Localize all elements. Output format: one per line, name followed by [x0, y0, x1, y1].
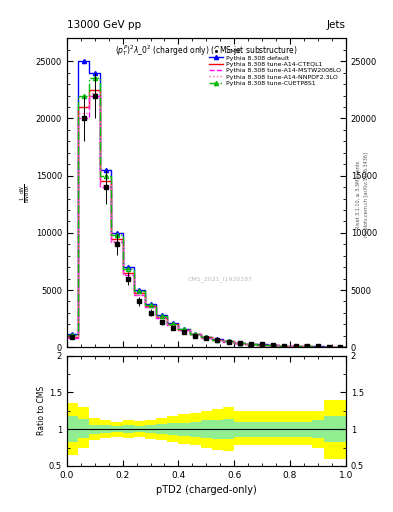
Text: $(p_T^P)^2\lambda\_0^2$ (charged only) (CMS jet substructure): $(p_T^P)^2\lambda\_0^2$ (charged only) (… — [115, 43, 298, 58]
Text: 13000 GeV pp: 13000 GeV pp — [67, 19, 141, 30]
Text: mcplots.cern.ch [arXiv:1306.3436]: mcplots.cern.ch [arXiv:1306.3436] — [364, 152, 369, 237]
Text: CMS_2021_I1920187: CMS_2021_I1920187 — [188, 276, 253, 282]
Y-axis label: $\frac{1}{\mathrm{d}N}\frac{\mathrm{d}N}{\mathrm{d}\,\mathrm{d}\lambda}$: $\frac{1}{\mathrm{d}N}\frac{\mathrm{d}N}… — [19, 183, 33, 203]
Y-axis label: Ratio to CMS: Ratio to CMS — [37, 386, 46, 435]
Legend: CMS, Pythia 8.308 default, Pythia 8.308 tune-A14-CTEQL1, Pythia 8.308 tune-A14-M: CMS, Pythia 8.308 default, Pythia 8.308 … — [208, 48, 343, 87]
Text: Jets: Jets — [327, 19, 346, 30]
X-axis label: pTD2 (charged-only): pTD2 (charged-only) — [156, 485, 257, 495]
Text: Rivet 3.1.10, ≥ 3.3M events: Rivet 3.1.10, ≥ 3.3M events — [356, 160, 361, 229]
